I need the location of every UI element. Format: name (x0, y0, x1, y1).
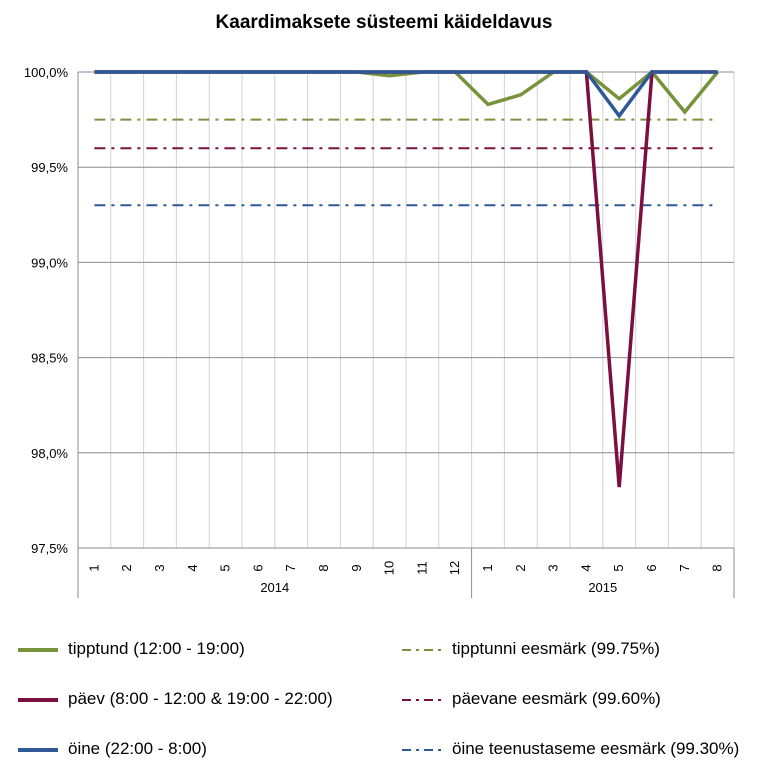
series-line (94, 70, 718, 119)
legend-item: päevane eesmärk (99.60%) (402, 689, 661, 709)
x-tick-label: 6 (250, 564, 265, 571)
y-tick-label: 99,0% (31, 255, 68, 270)
legend-label: tipptunni eesmärk (99.75%) (452, 639, 660, 658)
x-tick-label: 1 (86, 564, 101, 571)
y-tick-label: 98,0% (31, 446, 68, 461)
y-tick-label: 98,5% (31, 351, 68, 366)
y-tick-label: 97,5% (31, 541, 68, 556)
legend-item: öine teenustaseme eesmärk (99.30%) (402, 739, 739, 759)
x-tick-label: 9 (349, 564, 364, 571)
legend-swatch (402, 749, 442, 751)
legend-label: öine teenustaseme eesmärk (99.30%) (452, 739, 740, 758)
x-tick-label: 8 (316, 564, 331, 571)
x-tick-label: 11 (414, 561, 429, 575)
x-tick-label: 1 (480, 564, 495, 571)
x-tick-label: 2 (513, 564, 528, 571)
legend-swatch (18, 698, 58, 702)
x-tick-label: 3 (152, 564, 167, 571)
y-tick-label: 99,5% (31, 160, 68, 175)
legend-swatch (402, 699, 442, 701)
chart-title: Kaardimaksete süsteemi käideldavus (215, 12, 553, 33)
legend-label: päev (8:00 - 12:00 & 19:00 - 22:00) (68, 689, 333, 708)
legend-label: öine (22:00 - 8:00) (68, 739, 207, 758)
legend-item: tipptunni eesmärk (99.75%) (402, 639, 660, 659)
x-tick-label: 4 (578, 564, 593, 571)
x-tick-label: 7 (677, 564, 692, 571)
x-tick-label: 7 (283, 564, 298, 571)
x-tick-label: 2 (119, 564, 134, 571)
group-label: 2015 (588, 580, 617, 595)
legend-swatch (402, 649, 442, 651)
x-tick-label: 5 (611, 564, 626, 571)
y-tick-label: 100,0% (24, 65, 69, 80)
legend-item: päev (8:00 - 12:00 & 19:00 - 22:00) (18, 689, 333, 709)
group-label: 2014 (260, 580, 289, 595)
legend-label: päevane eesmärk (99.60%) (452, 689, 661, 708)
legend-item: öine (22:00 - 8:00) (18, 739, 207, 759)
legend-label: tipptund (12:00 - 19:00) (68, 639, 245, 658)
legend-item: tipptund (12:00 - 19:00) (18, 639, 245, 659)
x-tick-label: 12 (447, 561, 462, 575)
x-tick-label: 5 (218, 564, 233, 571)
legend-swatch (18, 648, 58, 652)
x-tick-label: 3 (546, 564, 561, 571)
x-tick-label: 4 (185, 564, 200, 571)
x-tick-label: 10 (382, 561, 397, 575)
x-tick-label: 6 (644, 564, 659, 571)
x-tick-label: 8 (710, 564, 725, 571)
legend-swatch (18, 748, 58, 752)
